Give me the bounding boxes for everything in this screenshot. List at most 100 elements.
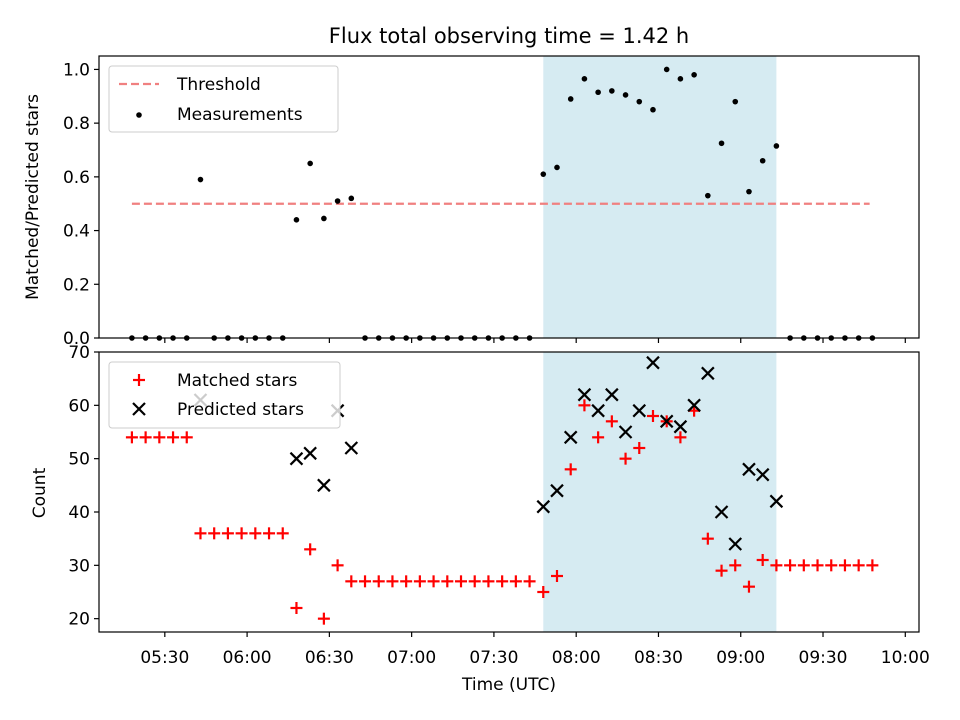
predicted-point-b — [577, 387, 592, 402]
y-tick-label: 0.2 — [63, 275, 90, 295]
y-tick-label: 0.6 — [63, 168, 90, 188]
matched-stars-series — [125, 399, 879, 625]
matched-point — [674, 431, 687, 444]
measurement-point — [334, 198, 341, 204]
top-x-ticks — [164, 338, 906, 343]
predicted-point-b — [769, 494, 784, 509]
predicted-point-b — [714, 505, 729, 519]
predicted-point-b — [632, 403, 647, 418]
matched-point — [523, 575, 536, 588]
measurement-point — [677, 76, 684, 82]
x-tick-label: 08:00 — [552, 648, 601, 668]
predicted-point-b — [646, 355, 660, 370]
bottom-highlight-span — [543, 352, 777, 632]
matched-point — [276, 527, 289, 540]
matched-point — [235, 527, 248, 540]
predicted-point-b — [728, 537, 743, 551]
measurement-point — [293, 217, 300, 223]
top-highlight-span — [543, 56, 777, 338]
predicted-point — [714, 505, 729, 519]
predicted-point — [344, 441, 359, 455]
measurement-point — [691, 72, 697, 78]
matched-point — [784, 559, 797, 572]
predicted-point-b — [591, 403, 605, 418]
predicted-point — [618, 425, 633, 439]
x-tick-label: 07:00 — [387, 648, 436, 668]
matched-point — [194, 527, 207, 540]
matched-point — [646, 410, 659, 422]
y-tick-label: 0.8 — [63, 114, 90, 134]
predicted-point — [303, 446, 317, 461]
bottom-y-axis: 20 30 40 50 60 70 — [68, 343, 99, 630]
matched-point — [729, 559, 742, 572]
measurement-point — [705, 192, 711, 199]
top-panel: 0.0 0.2 0.4 0.6 0.8 1.0 Matched/Predicted sta… — [23, 55, 920, 349]
bottom-plot-frame — [98, 351, 920, 633]
matched-point — [715, 564, 728, 577]
measurement-point — [595, 89, 601, 96]
matched-point — [811, 559, 824, 572]
matched-point — [592, 431, 605, 444]
top-y-label: Matched/Predicted stars — [23, 94, 43, 300]
predicted-point — [632, 403, 647, 418]
predicted-point — [646, 355, 660, 370]
x-axis-label: Time (UTC) — [461, 675, 556, 695]
matched-point — [359, 575, 372, 588]
y-tick-label: 20 — [68, 610, 90, 630]
matched-point — [427, 575, 440, 588]
legend-measurements-marker — [136, 112, 142, 118]
matched-point — [496, 575, 509, 588]
matched-point — [455, 575, 468, 588]
measurement-point — [636, 98, 643, 105]
matched-point — [825, 559, 838, 572]
matched-point — [413, 575, 426, 588]
matched-point — [756, 554, 769, 566]
x-tick-label: 09:00 — [716, 648, 765, 668]
matched-point — [509, 575, 522, 588]
measurement-point — [650, 106, 656, 113]
matched-point — [866, 559, 879, 572]
x-tick-label: 10:00 — [881, 648, 930, 668]
matched-point — [180, 431, 193, 444]
predicted-point — [659, 414, 674, 429]
matched-point — [263, 527, 276, 540]
matched-point — [221, 527, 234, 540]
measurement-point — [622, 92, 629, 98]
matched-point — [797, 559, 810, 572]
matched-point — [400, 575, 413, 588]
measurement-point — [759, 157, 766, 164]
bottom-panel: 20 30 40 50 60 70 05:30 06:00 06:30 07:00 07:30 08… — [30, 343, 930, 695]
measurement-point — [348, 195, 355, 202]
top-plot-frame — [98, 55, 920, 339]
matched-point — [125, 431, 138, 444]
matched-point — [139, 431, 152, 444]
measurement-point — [197, 176, 204, 183]
measurement-point — [746, 188, 752, 195]
predicted-point-b — [550, 483, 564, 498]
bottom-legend: Matched stars Predicted stars — [108, 361, 341, 429]
predicted-point-b — [344, 441, 359, 455]
legend-matched-marker — [133, 374, 145, 386]
predicted-point — [687, 398, 701, 413]
predicted-point — [563, 430, 578, 445]
predicted-point-b — [755, 467, 770, 482]
x-tick-label: 06:00 — [223, 648, 272, 668]
x-tick-label: 09:30 — [799, 648, 848, 668]
predicted-point — [591, 403, 605, 418]
matched-point — [770, 559, 783, 572]
legend-predicted-marker — [132, 402, 146, 416]
y-tick-label: 40 — [68, 503, 90, 523]
matched-point — [441, 575, 454, 588]
measurement-point — [554, 164, 560, 171]
measurement-point — [540, 171, 547, 177]
matched-point — [701, 532, 714, 545]
y-tick-label: 60 — [68, 396, 90, 416]
bottom-y-label: Count — [30, 467, 50, 518]
predicted-point — [728, 537, 743, 551]
top-y-axis: 0.0 0.2 0.4 0.6 0.8 1.0 — [63, 60, 99, 349]
matched-point — [838, 559, 851, 572]
measurement-point — [718, 140, 725, 147]
measurement-point — [307, 160, 313, 167]
predicted-point-b — [317, 478, 331, 493]
